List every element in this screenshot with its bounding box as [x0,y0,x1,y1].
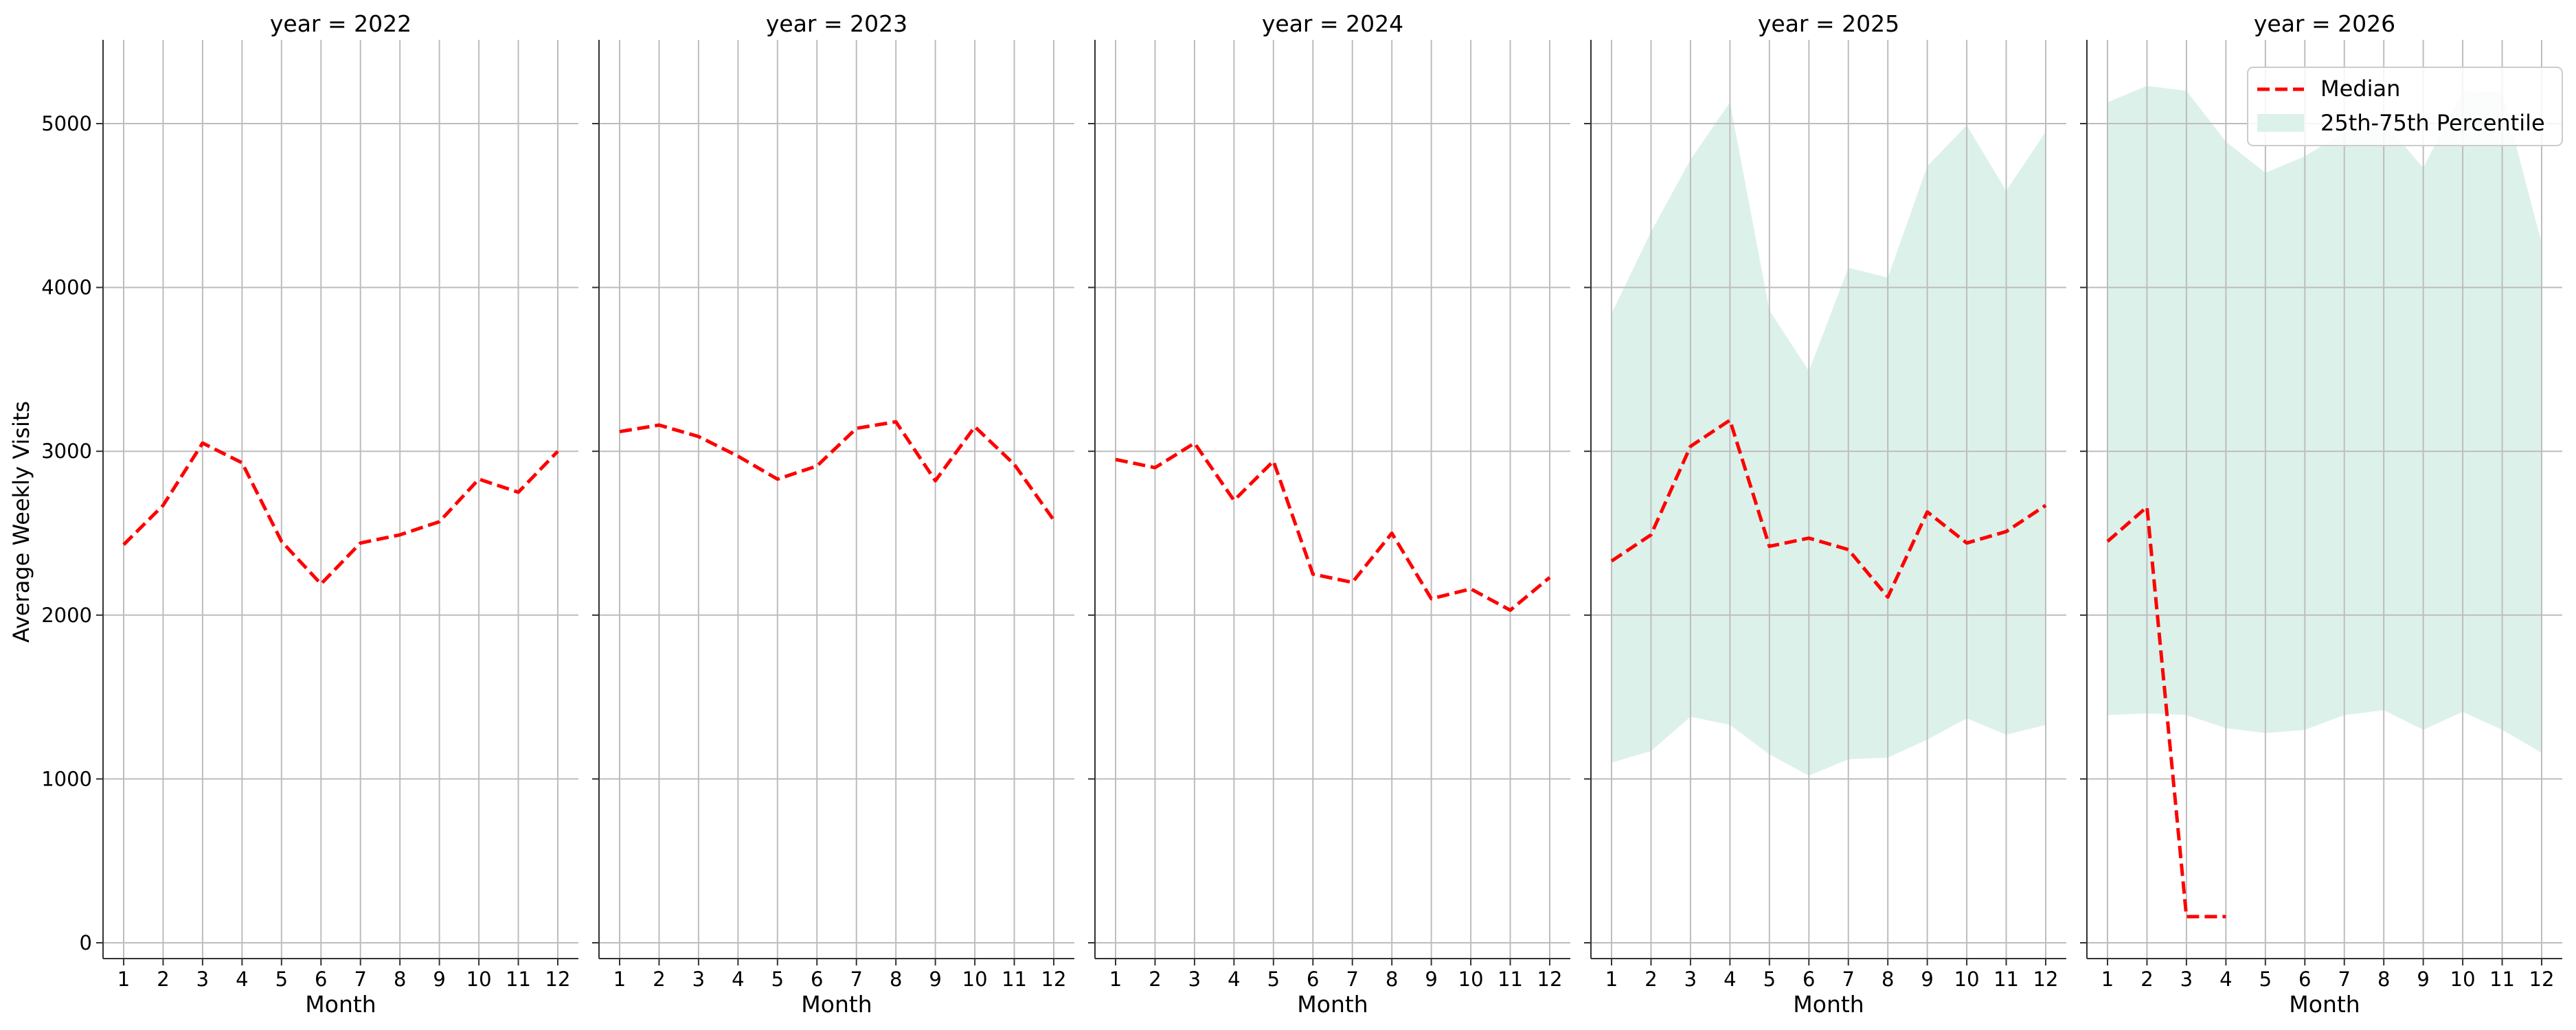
x-axis-label: Month [801,991,872,1018]
x-tick-label: 7 [2338,968,2351,991]
x-tick-label: 1 [1109,968,1122,991]
panel-title: year = 2022 [270,10,411,37]
x-tick-label: 9 [1921,968,1933,991]
x-tick-label: 8 [890,968,902,991]
x-tick-label: 11 [1993,968,2019,991]
x-tick-label: 8 [2377,968,2390,991]
x-tick-label: 12 [1041,968,1067,991]
x-tick-label: 2 [1149,968,1161,991]
x-tick-label: 9 [433,968,445,991]
x-tick-label: 1 [613,968,626,991]
x-tick-label: 8 [394,968,406,991]
x-tick-label: 6 [1307,968,1319,991]
x-tick-label: 5 [275,968,288,991]
legend-median-label: Median [2320,76,2400,102]
legend-band-swatch [2257,114,2304,132]
x-axis-label: Month [1297,991,1368,1018]
x-tick-label: 12 [2529,968,2555,991]
x-tick-label: 2 [2140,968,2153,991]
x-tick-label: 2 [157,968,169,991]
x-tick-label: 2 [653,968,665,991]
x-tick-label: 3 [196,968,209,991]
x-tick-label: 6 [315,968,327,991]
x-tick-label: 3 [692,968,705,991]
x-axis-label: Month [1793,991,1864,1018]
y-tick-label: 2000 [41,604,92,627]
panel-title: year = 2025 [1758,10,1899,37]
x-tick-label: 12 [1537,968,1563,991]
x-tick-label: 11 [1498,968,1523,991]
x-tick-label: 5 [1267,968,1280,991]
x-tick-label: 7 [1346,968,1359,991]
x-tick-label: 9 [1425,968,1437,991]
x-tick-label: 7 [354,968,367,991]
y-axis-label: Average Weekly Visits [8,401,34,643]
x-tick-label: 11 [2489,968,2515,991]
panel-title: year = 2026 [2254,10,2395,37]
x-tick-label: 8 [1386,968,1398,991]
x-tick-label: 4 [236,968,248,991]
x-tick-label: 7 [850,968,863,991]
legend: Median 25th-75th Percentile [2247,67,2563,146]
x-tick-label: 9 [929,968,941,991]
y-tick-label: 0 [80,931,92,954]
x-tick-label: 10 [1954,968,1980,991]
percentile-band-area [1612,102,2046,776]
x-tick-label: 5 [2259,968,2272,991]
x-tick-label: 5 [1763,968,1776,991]
x-tick-label: 2 [1645,968,1657,991]
x-tick-label: 4 [1228,968,1240,991]
panel-title: year = 2023 [766,10,907,37]
median-line [1115,441,1551,613]
x-axis-label: Month [2289,991,2360,1018]
x-tick-label: 10 [1458,968,1484,991]
percentile-band-area [2108,86,2542,753]
y-tick-label: 4000 [41,276,92,299]
y-tick-label: 1000 [41,767,92,790]
x-tick-label: 11 [506,968,531,991]
x-tick-label: 12 [545,968,571,991]
median-line [1610,418,2047,599]
x-tick-label: 10 [466,968,492,991]
x-tick-label: 4 [2219,968,2232,991]
x-tick-label: 9 [2417,968,2429,991]
median-line [2106,505,2226,919]
x-tick-label: 1 [117,968,130,991]
panel-title: year = 2024 [1262,10,1403,37]
x-tick-label: 10 [2450,968,2476,991]
median-line [122,441,559,586]
x-tick-label: 6 [2298,968,2311,991]
x-tick-label: 3 [1684,968,1697,991]
x-tick-label: 1 [1605,968,1618,991]
y-tick-label: 3000 [41,439,92,463]
legend-band-label: 25th-75th Percentile [2320,110,2545,136]
x-tick-label: 4 [732,968,744,991]
x-tick-label: 3 [1188,968,1201,991]
x-tick-label: 5 [771,968,784,991]
x-tick-label: 7 [1842,968,1855,991]
x-tick-label: 8 [1882,968,1894,991]
x-tick-label: 3 [2180,968,2193,991]
x-tick-label: 12 [2033,968,2059,991]
x-tick-label: 10 [962,968,988,991]
x-axis-label: Month [305,991,376,1018]
legend-box [2247,67,2563,146]
y-tick-label: 5000 [41,112,92,135]
x-tick-label: 6 [1803,968,1815,991]
x-tick-label: 11 [1002,968,1027,991]
x-tick-label: 1 [2101,968,2114,991]
median-line [619,420,1056,521]
x-tick-label: 6 [811,968,823,991]
x-tick-label: 4 [1724,968,1736,991]
